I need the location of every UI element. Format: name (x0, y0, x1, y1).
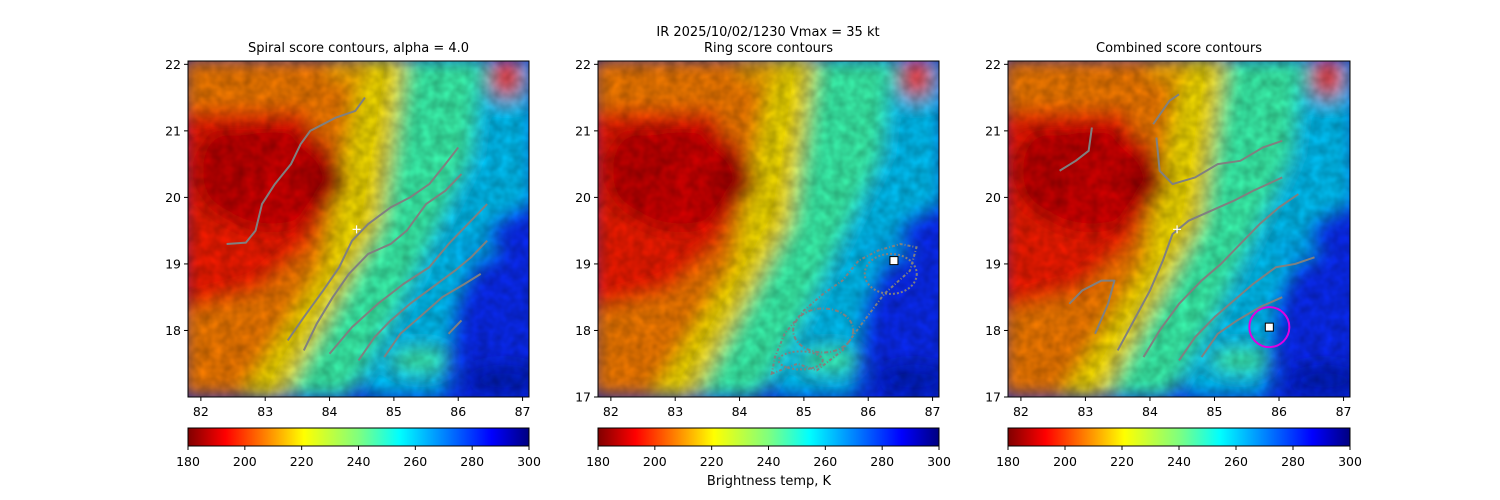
suptitle: IR 2025/10/02/1230 Vmax = 35 kt (656, 25, 879, 40)
colorbar-tick-label: 260 (1224, 454, 1248, 469)
score-contour-1 (1059, 127, 1093, 172)
axes-frame (597, 60, 940, 398)
colorbar: 180 200 220 240 260 280 300 (996, 427, 1362, 469)
score-contour-7 (447, 319, 463, 335)
ring-score-contour (770, 242, 918, 376)
x-tick-label: 85 (386, 404, 402, 419)
y-tick-label: 21 (985, 123, 1001, 138)
colorbar-tick-label: 240 (757, 454, 781, 469)
x-tick-label: 83 (1077, 404, 1093, 419)
colorbar-tick-label: 260 (813, 454, 837, 469)
colorbar-tick-label: 300 (1338, 454, 1362, 469)
colorbar-label: Brightness temp, K (707, 474, 832, 489)
colorbar-tick-label: 180 (176, 454, 200, 469)
x-tick-label: 86 (1271, 404, 1287, 419)
center-cross-marker (1173, 225, 1182, 234)
colorbar-tick-label: 200 (233, 454, 257, 469)
fix-circle-marker (1248, 306, 1291, 349)
y-tick-label: 22 (985, 57, 1001, 72)
y-tick-label: 18 (985, 323, 1001, 338)
score-contour-5 (357, 239, 488, 361)
x-tick-label: 82 (193, 404, 209, 419)
x-tick-label: 87 (1336, 404, 1352, 419)
y-tick-label: 17 (985, 390, 1001, 405)
y-tick-label: 22 (575, 57, 591, 72)
colorbar-tick-label: 200 (1053, 454, 1077, 469)
panel-title: Ring score contours (704, 41, 833, 56)
y-tick-label: 19 (985, 256, 1001, 271)
score-contour-2 (286, 146, 460, 342)
brightness-field (188, 61, 529, 397)
colorbar-tick-label: 180 (586, 454, 610, 469)
score-contour-3 (1116, 176, 1283, 351)
center-square-marker (1264, 322, 1274, 332)
y-tick-label: 18 (575, 323, 591, 338)
colorbar: 180 200 220 240 260 280 300 (586, 427, 951, 469)
x-tick-label: 82 (1013, 404, 1029, 419)
score-contour-4 (1142, 193, 1299, 358)
score-contour-2 (1068, 279, 1116, 335)
colorbar-tick-label: 300 (517, 454, 541, 469)
y-tick-label: 21 (165, 123, 181, 138)
colorbar-tick-label: 180 (996, 454, 1020, 469)
score-contour-4 (328, 203, 488, 355)
colorbar-tick-label: 260 (403, 454, 427, 469)
colorbar-tick-label: 220 (290, 454, 314, 469)
y-tick-label: 19 (165, 256, 181, 271)
axes-frame (1007, 60, 1351, 398)
panel-title: Combined score contours (1096, 41, 1262, 56)
colorbar-tick-label: 280 (460, 454, 484, 469)
y-tick-label: 21 (575, 123, 591, 138)
y-tick-label: 20 (165, 190, 181, 205)
score-contour-8 (1155, 137, 1283, 186)
x-tick-label: 84 (1142, 404, 1158, 419)
x-tick-label: 86 (860, 404, 876, 419)
score-contour-6 (1200, 296, 1283, 358)
colorbar-tick-label: 240 (1167, 454, 1191, 469)
center-cross-marker (352, 225, 361, 234)
panel-2: Ring score contours 82 83 84 85 86 87 17 18 19 20 2… (575, 41, 951, 469)
x-tick-label: 83 (667, 404, 683, 419)
panel-1: Spiral score contours, alpha = 4.0 82 83 84… (165, 41, 541, 469)
colorbar-tick-label: 220 (700, 454, 724, 469)
score-contour-5 (1178, 256, 1315, 361)
y-tick-label: 19 (575, 256, 591, 271)
y-tick-label: 20 (985, 190, 1001, 205)
x-tick-label: 87 (925, 404, 941, 419)
x-tick-label: 85 (1207, 404, 1223, 419)
y-tick-label: 20 (575, 190, 591, 205)
center-square-marker (889, 256, 899, 266)
x-tick-label: 85 (796, 404, 812, 419)
colorbar-tick-label: 220 (1110, 454, 1134, 469)
x-tick-label: 84 (322, 404, 338, 419)
colorbar-tick-label: 240 (347, 454, 371, 469)
x-tick-label: 87 (515, 404, 531, 419)
brightness-field (1008, 61, 1350, 397)
colorbar: 180 200 220 240 260 280 300 (176, 427, 541, 469)
y-tick-label: 18 (165, 323, 181, 338)
score-contour-6 (383, 273, 482, 358)
colorbar-tick-label: 200 (643, 454, 667, 469)
panel-title: Spiral score contours, alpha = 4.0 (248, 41, 469, 56)
axes-frame (187, 60, 530, 398)
score-contour-7 (1152, 93, 1180, 125)
x-tick-label: 86 (450, 404, 466, 419)
colorbar-tick-label: 280 (1281, 454, 1305, 469)
colorbar-tick-label: 300 (927, 454, 951, 469)
score-contour-3 (302, 173, 463, 351)
panel-3: Combined score contours 82 83 84 85 86 87 17 18 1… (985, 41, 1362, 469)
x-tick-label: 82 (603, 404, 619, 419)
brightness-field (598, 61, 939, 397)
x-tick-label: 83 (257, 404, 273, 419)
colorbar-tick-label: 280 (870, 454, 894, 469)
score-contour-1 (226, 97, 366, 245)
y-tick-label: 17 (575, 390, 591, 405)
x-tick-label: 84 (732, 404, 748, 419)
y-tick-label: 22 (165, 57, 181, 72)
